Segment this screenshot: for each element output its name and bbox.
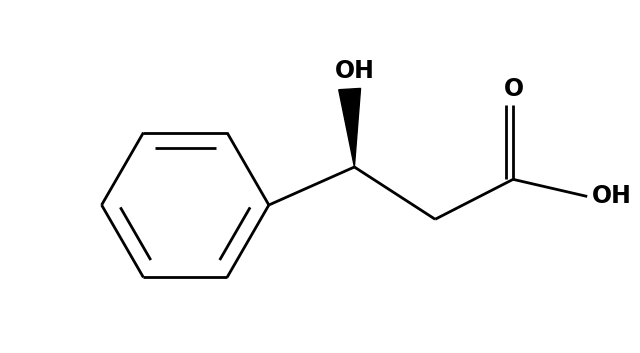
Text: OH: OH: [592, 185, 632, 209]
Text: OH: OH: [335, 59, 374, 83]
Polygon shape: [339, 88, 360, 167]
Text: O: O: [504, 77, 524, 101]
